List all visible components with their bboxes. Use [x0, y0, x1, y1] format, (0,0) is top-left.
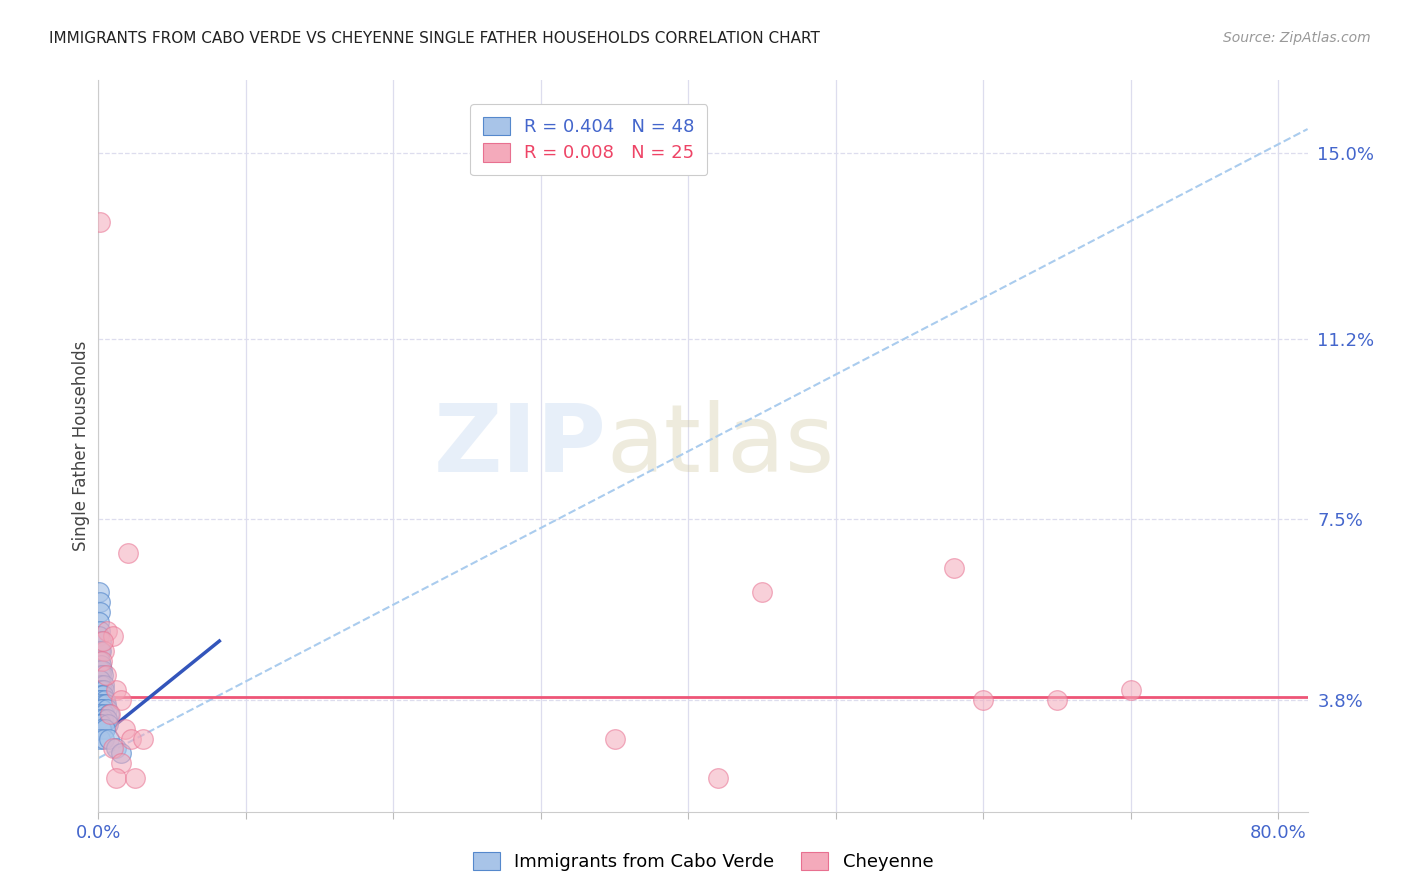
- Point: [110, 692, 132, 706]
- Point: [120, 731, 142, 746]
- Point: [101, 629, 124, 643]
- Point: [93, 731, 115, 746]
- Point: [94, 722, 117, 736]
- Point: [91, 702, 114, 716]
- Point: [131, 731, 153, 746]
- Point: [93, 707, 115, 722]
- Point: [114, 722, 136, 736]
- Point: [94, 698, 117, 712]
- Point: [93, 698, 115, 712]
- Point: [89, 629, 111, 643]
- Point: [90, 717, 112, 731]
- Point: [751, 585, 773, 599]
- Legend: R = 0.404   N = 48, R = 0.008   N = 25: R = 0.404 N = 48, R = 0.008 N = 25: [470, 104, 707, 175]
- Point: [94, 668, 117, 682]
- Point: [90, 722, 112, 736]
- Point: [90, 658, 112, 673]
- Point: [89, 712, 111, 726]
- Point: [91, 712, 114, 726]
- Point: [97, 707, 120, 722]
- Point: [89, 595, 111, 609]
- Point: [91, 654, 114, 668]
- Point: [1046, 692, 1069, 706]
- Point: [89, 673, 111, 687]
- Point: [90, 688, 112, 702]
- Point: [93, 682, 115, 697]
- Text: atlas: atlas: [606, 400, 835, 492]
- Point: [110, 756, 132, 770]
- Point: [91, 682, 114, 697]
- Point: [98, 707, 121, 722]
- Point: [105, 771, 128, 785]
- Text: ZIP: ZIP: [433, 400, 606, 492]
- Point: [93, 678, 115, 692]
- Point: [124, 771, 146, 785]
- Point: [972, 692, 994, 706]
- Point: [90, 702, 112, 716]
- Point: [96, 702, 118, 716]
- Point: [89, 615, 111, 629]
- Point: [101, 741, 124, 756]
- Point: [97, 731, 120, 746]
- Point: [89, 644, 111, 658]
- Point: [90, 644, 112, 658]
- Point: [942, 561, 965, 575]
- Point: [90, 678, 112, 692]
- Point: [93, 644, 115, 658]
- Point: [97, 717, 120, 731]
- Point: [110, 746, 132, 760]
- Point: [89, 698, 111, 712]
- Point: [89, 717, 111, 731]
- Legend: Immigrants from Cabo Verde, Cheyenne: Immigrants from Cabo Verde, Cheyenne: [465, 845, 941, 879]
- Point: [89, 682, 111, 697]
- Point: [89, 707, 111, 722]
- Point: [90, 668, 112, 682]
- Point: [89, 605, 111, 619]
- Point: [89, 731, 111, 746]
- Text: Source: ZipAtlas.com: Source: ZipAtlas.com: [1223, 31, 1371, 45]
- Point: [91, 663, 114, 677]
- Point: [1119, 682, 1142, 697]
- Point: [91, 688, 114, 702]
- Point: [89, 663, 111, 677]
- Point: [90, 634, 112, 648]
- Text: IMMIGRANTS FROM CABO VERDE VS CHEYENNE SINGLE FATHER HOUSEHOLDS CORRELATION CHAR: IMMIGRANTS FROM CABO VERDE VS CHEYENNE S…: [49, 31, 820, 46]
- Point: [603, 731, 626, 746]
- Point: [91, 668, 114, 682]
- Point: [89, 624, 111, 639]
- Point: [105, 741, 128, 756]
- Point: [94, 692, 117, 706]
- Point: [89, 654, 111, 668]
- Point: [706, 771, 728, 785]
- Point: [96, 624, 118, 639]
- Point: [90, 692, 112, 706]
- Point: [89, 215, 111, 229]
- Point: [117, 546, 139, 560]
- Point: [89, 585, 111, 599]
- Y-axis label: Single Father Households: Single Father Households: [72, 341, 90, 551]
- Point: [91, 634, 114, 648]
- Point: [96, 712, 118, 726]
- Point: [89, 692, 111, 706]
- Point: [105, 682, 128, 697]
